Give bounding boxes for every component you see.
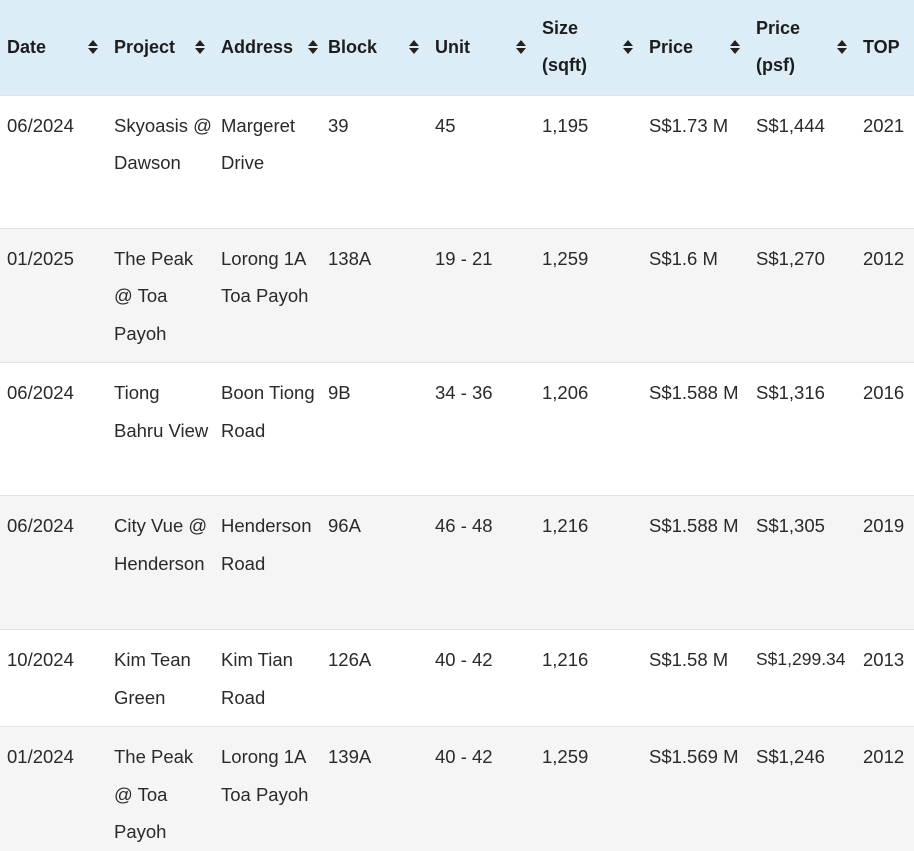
table-row: 10/2024 Kim Tean Green Kim Tian Road 126… xyxy=(0,629,914,727)
table-row: 06/2024 Skyoasis @ Dawson Margeret Drive… xyxy=(0,95,914,228)
cell-address: Lorong 1A Toa Payoh xyxy=(221,247,309,307)
cell-project: The Peak @ Toa Payoh xyxy=(114,746,194,842)
cell-date: 06/2024 xyxy=(7,114,74,136)
col-header-label: TOP xyxy=(863,36,900,57)
col-header-label: Price (psf) xyxy=(756,18,801,76)
cell-price: S$1.58 M xyxy=(649,649,729,670)
cell-price: S$1.73 M xyxy=(649,114,729,136)
cell-date: 06/2024 xyxy=(7,515,74,536)
cell-price-psf: S$1,444 xyxy=(756,114,825,136)
cell-top: 2021 xyxy=(863,114,905,136)
cell-top: 2012 xyxy=(863,746,905,767)
table-row: 06/2024 Tiong Bahru View Boon Tiong Road… xyxy=(0,362,914,496)
cell-project: City Vue @ Henderson xyxy=(114,515,208,574)
cell-project: Kim Tean Green xyxy=(114,649,191,708)
cell-top: 2019 xyxy=(863,515,905,536)
table-header: Date Project Address Block xyxy=(0,0,914,95)
sort-arrows-icon[interactable] xyxy=(194,38,206,56)
cell-size: 1,216 xyxy=(542,515,589,536)
col-header-size[interactable]: Size (sqft) xyxy=(535,0,642,95)
table-row: 01/2024 The Peak @ Toa Payoh Lorong 1A T… xyxy=(0,726,914,851)
cell-block: 39 xyxy=(328,114,349,136)
cell-block: 138A xyxy=(328,247,372,269)
cell-block: 9B xyxy=(328,382,351,403)
col-header-price[interactable]: Price xyxy=(642,0,749,95)
cell-unit: 40 - 42 xyxy=(435,746,493,767)
col-header-top[interactable]: TOP xyxy=(856,0,914,95)
cell-price: S$1.6 M xyxy=(649,247,718,269)
cell-date: 10/2024 xyxy=(7,649,74,670)
table-body: 06/2024 Skyoasis @ Dawson Margeret Drive… xyxy=(0,95,914,851)
cell-top: 2013 xyxy=(863,649,905,670)
cell-block: 139A xyxy=(328,746,372,767)
cell-unit: 34 - 36 xyxy=(435,382,493,403)
cell-size: 1,259 xyxy=(542,746,589,767)
cell-project: Tiong Bahru View xyxy=(114,382,209,441)
col-header-address[interactable]: Address xyxy=(214,0,321,95)
cell-size: 1,259 xyxy=(542,247,589,269)
cell-top: 2016 xyxy=(863,382,905,403)
col-header-label: Unit xyxy=(435,36,470,57)
col-header-label: Price xyxy=(649,36,694,57)
col-header-label: Project xyxy=(114,36,176,57)
cell-address: Lorong 1A Toa Payoh xyxy=(221,746,309,805)
table-row: 01/2025 The Peak @ Toa Payoh Lorong 1A T… xyxy=(0,228,914,363)
col-header-date[interactable]: Date xyxy=(0,0,107,95)
col-header-label: Block xyxy=(328,36,378,57)
cell-unit: 45 xyxy=(435,114,456,136)
sort-arrows-icon[interactable] xyxy=(307,38,319,56)
col-header-label: Date xyxy=(7,36,47,57)
cell-date: 01/2025 xyxy=(7,247,74,269)
cell-unit: 46 - 48 xyxy=(435,515,493,536)
sort-arrows-icon[interactable] xyxy=(408,38,420,56)
cell-price-psf: S$1,299.34 xyxy=(756,649,846,669)
col-header-project[interactable]: Project xyxy=(107,0,214,95)
cell-block: 126A xyxy=(328,649,372,670)
cell-address: Margeret Drive xyxy=(221,114,296,174)
cell-address: Kim Tian Road xyxy=(221,649,293,708)
sort-arrows-icon[interactable] xyxy=(87,38,99,56)
cell-address: Henderson Road xyxy=(221,515,312,574)
cell-size: 1,195 xyxy=(542,114,589,136)
sort-arrows-icon[interactable] xyxy=(515,38,527,56)
table-row: 06/2024 City Vue @ Henderson Henderson R… xyxy=(0,495,914,630)
cell-size: 1,216 xyxy=(542,649,589,670)
col-header-label: Address xyxy=(221,36,294,57)
col-header-label: Size (sqft) xyxy=(542,18,587,76)
cell-project: The Peak @ Toa Payoh xyxy=(114,247,194,344)
sort-arrows-icon[interactable] xyxy=(729,38,741,56)
sort-arrows-icon[interactable] xyxy=(836,38,848,56)
cell-price: S$1.588 M xyxy=(649,382,739,403)
cell-project: Skyoasis @ Dawson xyxy=(114,114,212,174)
cell-date: 06/2024 xyxy=(7,382,74,403)
cell-price-psf: S$1,316 xyxy=(756,382,825,403)
cell-top: 2012 xyxy=(863,247,905,269)
col-header-unit[interactable]: Unit xyxy=(428,0,535,95)
cell-unit: 19 - 21 xyxy=(435,247,493,269)
cell-size: 1,206 xyxy=(542,382,589,403)
header-row: Date Project Address Block xyxy=(0,0,914,95)
col-header-price-psf[interactable]: Price (psf) xyxy=(749,0,856,95)
cell-date: 01/2024 xyxy=(7,746,74,767)
cell-unit: 40 - 42 xyxy=(435,649,493,670)
cell-price-psf: S$1,246 xyxy=(756,746,825,767)
cell-price: S$1.588 M xyxy=(649,515,739,536)
cell-block: 96A xyxy=(328,515,361,536)
sort-arrows-icon[interactable] xyxy=(622,38,634,56)
cell-price: S$1.569 M xyxy=(649,746,739,767)
cell-price-psf: S$1,270 xyxy=(756,247,825,269)
cell-price-psf: S$1,305 xyxy=(756,515,825,536)
col-header-block[interactable]: Block xyxy=(321,0,428,95)
cell-address: Boon Tiong Road xyxy=(221,382,315,441)
